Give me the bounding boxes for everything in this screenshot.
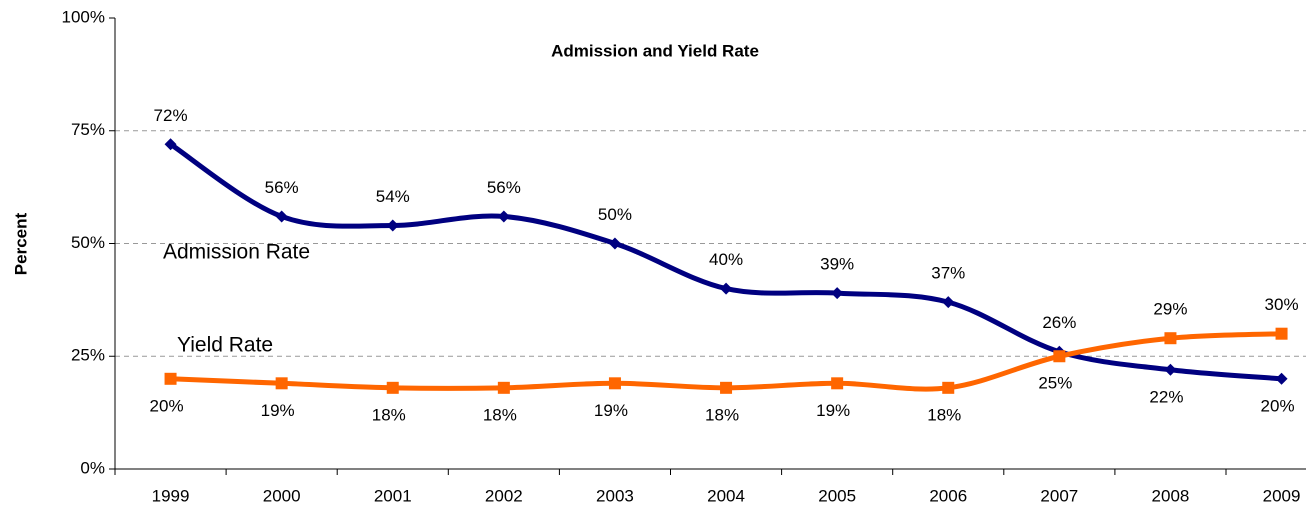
data-label: 50%: [598, 205, 632, 224]
marker: [164, 372, 177, 385]
marker: [942, 381, 955, 394]
data-label: 19%: [594, 401, 628, 420]
x-tick-label: 2001: [374, 486, 412, 505]
x-tick-label: 2005: [818, 486, 856, 505]
marker: [275, 210, 288, 223]
data-label: 56%: [487, 178, 521, 197]
data-label: 25%: [1038, 374, 1072, 393]
x-tick-label: 2006: [929, 486, 967, 505]
marker: [720, 282, 733, 295]
data-label: 29%: [1153, 300, 1187, 319]
marker: [1053, 350, 1066, 363]
marker: [386, 381, 399, 394]
marker: [1164, 363, 1177, 376]
data-label: 18%: [483, 405, 517, 424]
data-label: 56%: [265, 178, 299, 197]
y-tick-label: 0%: [80, 458, 105, 477]
data-label: 72%: [154, 106, 188, 125]
marker: [164, 138, 177, 151]
marker: [720, 381, 733, 394]
x-tick-label: 2000: [263, 486, 301, 505]
marker: [831, 377, 844, 390]
marker: [1164, 332, 1177, 345]
data-label: 18%: [372, 405, 406, 424]
data-label: 26%: [1042, 313, 1076, 332]
data-label: 39%: [820, 255, 854, 274]
annotation: Yield Rate: [177, 334, 273, 357]
data-label: 20%: [1261, 396, 1295, 415]
marker: [942, 296, 955, 309]
marker: [1275, 327, 1288, 340]
data-label: 22%: [1149, 387, 1183, 406]
marker: [1275, 372, 1288, 385]
data-label: 20%: [150, 396, 184, 415]
marker: [386, 219, 399, 232]
y-tick-label: 100%: [62, 7, 105, 26]
marker: [608, 377, 621, 390]
data-label: 54%: [376, 187, 410, 206]
data-label: 30%: [1265, 295, 1299, 314]
data-label: 19%: [816, 401, 850, 420]
y-axis-label: Percent: [11, 212, 30, 275]
x-tick-label: 2009: [1263, 486, 1301, 505]
data-label: 40%: [709, 250, 743, 269]
y-tick-label: 50%: [71, 233, 105, 252]
x-tick-label: 2007: [1040, 486, 1078, 505]
y-tick-label: 25%: [71, 346, 105, 365]
y-tick-label: 75%: [71, 120, 105, 139]
data-label: 18%: [927, 405, 961, 424]
x-tick-label: 2002: [485, 486, 523, 505]
x-tick-label: 1999: [152, 486, 190, 505]
marker: [497, 210, 510, 223]
data-label: 37%: [931, 264, 965, 283]
marker: [608, 237, 621, 250]
x-tick-label: 2008: [1152, 486, 1190, 505]
x-tick-label: 2003: [596, 486, 634, 505]
data-label: 19%: [261, 401, 295, 420]
annotation: Admission Rate: [163, 241, 310, 264]
marker: [831, 287, 844, 300]
marker: [497, 381, 510, 394]
marker: [275, 377, 288, 390]
x-tick-label: 2004: [707, 486, 745, 505]
data-label: 18%: [705, 405, 739, 424]
chart-title: Admission and Yield Rate: [551, 41, 759, 60]
